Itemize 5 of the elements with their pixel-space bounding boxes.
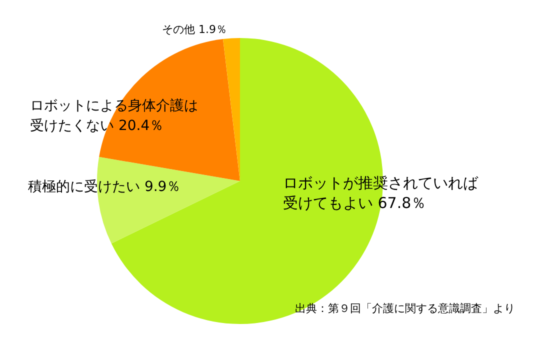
pie-slice [99, 39, 240, 181]
slice-label: その他 1.9％ [162, 22, 228, 38]
pie-slice [97, 156, 240, 244]
pie-slice [222, 38, 240, 181]
slice-label: 積極的に受けたい 9.9％ [28, 178, 182, 197]
